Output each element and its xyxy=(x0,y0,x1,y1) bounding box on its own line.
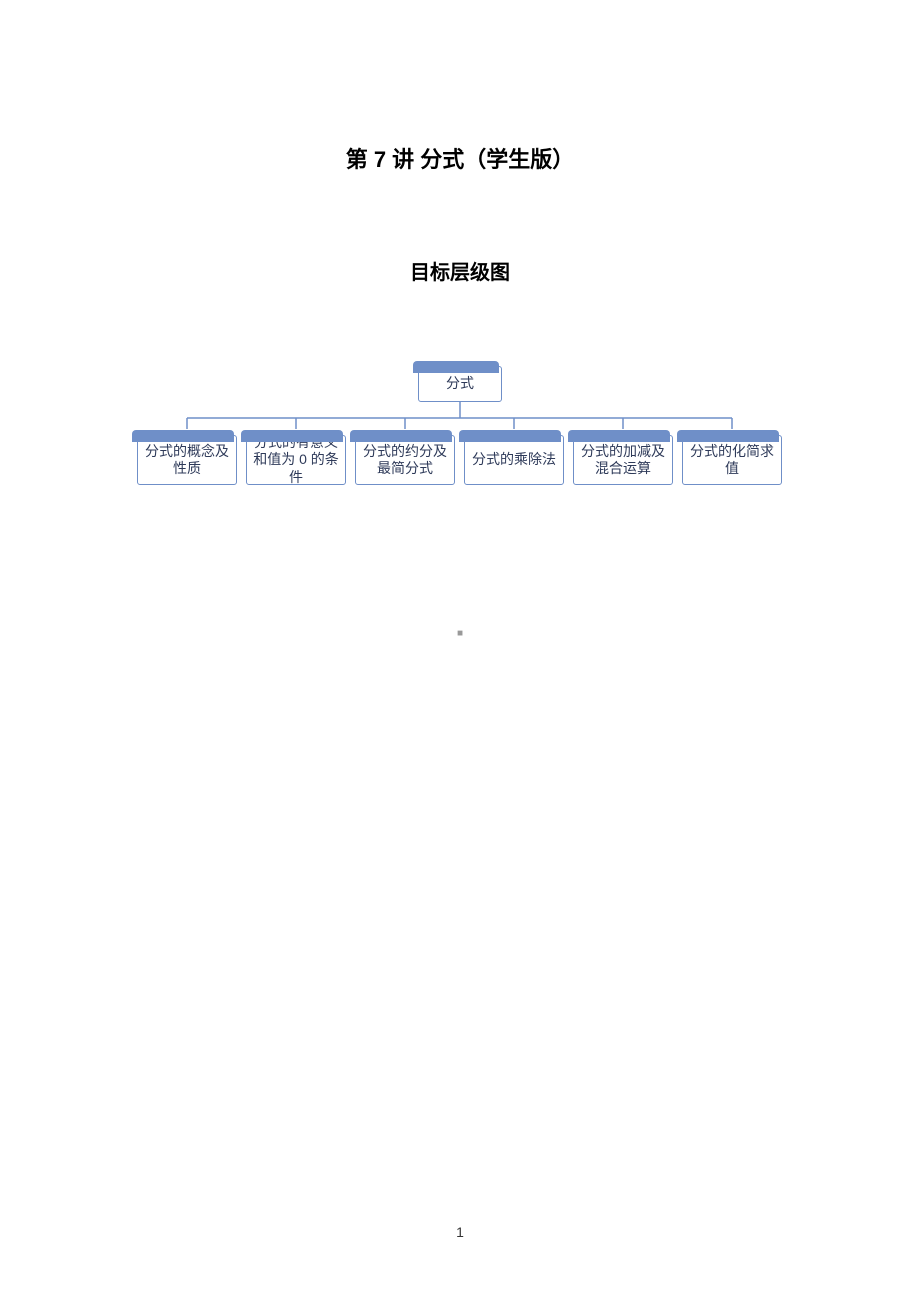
node-label: 分式的加减及混合运算 xyxy=(578,443,668,478)
node-label: 分式的约分及最简分式 xyxy=(360,443,450,478)
node-label: 分式 xyxy=(446,375,474,393)
watermark-dot: ■ xyxy=(0,628,920,639)
page-title: 第 7 讲 分式（学生版） xyxy=(0,142,920,174)
node-tab xyxy=(413,361,499,373)
tree-child-5: 分式的加减及混合运算 xyxy=(573,435,673,485)
section-heading: 目标层级图 xyxy=(0,256,920,285)
tree-child-6: 分式的化简求值 xyxy=(682,435,782,485)
node-label: 分式的概念及性质 xyxy=(142,443,232,478)
tree-child-1: 分式的概念及性质 xyxy=(137,435,237,485)
node-label: 分式的化简求值 xyxy=(687,443,777,478)
tree-root: 分式 xyxy=(418,366,502,402)
node-tab xyxy=(459,430,561,442)
node-tab xyxy=(241,430,343,442)
tree-child-4: 分式的乘除法 xyxy=(464,435,564,485)
node-tab xyxy=(132,430,234,442)
node-label: 分式的乘除法 xyxy=(472,451,556,469)
page-number: 1 xyxy=(0,1224,920,1240)
page: 第 7 讲 分式（学生版） 目标层级图 分式分式的概念及性质分式的有意义和值为 … xyxy=(0,0,920,1302)
tree-child-2: 分式的有意义和值为 0 的条件 xyxy=(246,435,346,485)
node-tab xyxy=(350,430,452,442)
tree-child-3: 分式的约分及最简分式 xyxy=(355,435,455,485)
hierarchy-diagram: 分式分式的概念及性质分式的有意义和值为 0 的条件分式的约分及最简分式 分式的乘除… xyxy=(0,350,920,550)
node-tab xyxy=(568,430,670,442)
node-tab xyxy=(677,430,779,442)
